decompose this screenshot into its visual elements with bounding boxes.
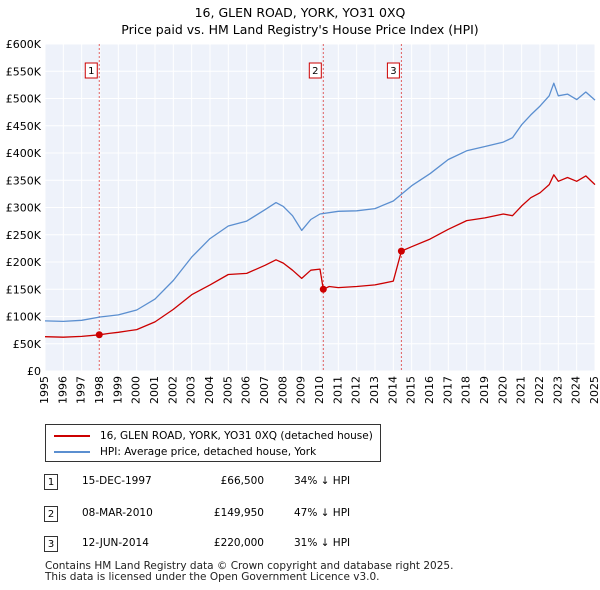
sale-date: 08-MAR-2010 xyxy=(82,507,153,519)
sale-price: £149,950 xyxy=(213,507,264,519)
y-tick-label: £100K xyxy=(6,311,42,324)
hpi-line xyxy=(44,82,596,323)
sales-row: 3 12-JUN-2014 £220,000 31% ↓ HPI xyxy=(44,536,424,554)
title-line-1: 16, GLEN ROAD, YORK, YO31 0XQ xyxy=(194,5,406,20)
x-tick-label: 2008 xyxy=(276,376,289,404)
x-tick-label: 2011 xyxy=(331,376,344,404)
sale-label-box xyxy=(386,62,400,79)
sale-label-box xyxy=(308,62,322,79)
x-tick-label: 2006 xyxy=(240,376,253,404)
sale-label-boxes: 1 2 3 xyxy=(84,62,400,79)
x-tick-label: 2023 xyxy=(551,376,564,404)
legend-item-hpi: HPI: Average price, detached house, York xyxy=(54,444,316,460)
legend-item-property: 16, GLEN ROAD, YORK, YO31 0XQ (detached … xyxy=(54,428,373,444)
sale-date: 12-JUN-2014 xyxy=(82,537,149,549)
footer-notice: Contains HM Land Registry data © Crown c… xyxy=(45,561,453,583)
price-chart: £0 £50K £100K £150K £200K £250K £300K £350K £400… xyxy=(6,38,600,404)
footer-line-2: This data is licensed under the Open Gov… xyxy=(45,571,380,583)
x-tick-label: 1999 xyxy=(111,376,124,404)
sale-date: 15-DEC-1997 xyxy=(82,475,152,487)
x-tick-label: 1997 xyxy=(75,376,88,404)
footer-line-1: Contains HM Land Registry data © Crown c… xyxy=(45,560,454,572)
x-tick-label: 2016 xyxy=(423,376,436,404)
chart-title: 16, GLEN ROAD, YORK, YO31 0XQ Price paid… xyxy=(0,4,600,38)
sale-hpi-diff: 34% ↓ HPI xyxy=(294,475,351,487)
x-tick-label: 2001 xyxy=(148,376,161,404)
y-tick-label: £300K xyxy=(6,202,42,215)
y-axis-labels: £0 £50K £100K £150K £200K £250K £300K £350K £400… xyxy=(6,38,42,378)
y-tick-label: £250K xyxy=(6,229,42,242)
y-tick-label: £0 xyxy=(27,365,41,378)
sale-point xyxy=(95,331,103,339)
x-tick-label: 2014 xyxy=(386,376,399,404)
sale-number-badge: 1 xyxy=(44,474,58,490)
x-tick-label: 2020 xyxy=(496,376,509,404)
legend-label-hpi: HPI: Average price, detached house, York xyxy=(100,446,317,458)
sales-row: 1 15-DEC-1997 £66,500 34% ↓ HPI xyxy=(44,474,424,492)
x-tick-label: 2009 xyxy=(295,376,308,404)
x-tick-label: 1995 xyxy=(38,376,51,404)
x-tick-label: 2007 xyxy=(258,376,271,404)
series-lines xyxy=(44,82,596,338)
x-tick-label: 1996 xyxy=(56,376,69,404)
legend-label-property: 16, GLEN ROAD, YORK, YO31 0XQ (detached … xyxy=(100,430,373,442)
legend-swatch-hpi xyxy=(54,451,90,453)
x-tick-label: 2024 xyxy=(570,376,583,404)
x-tick-label: 2018 xyxy=(460,376,473,404)
sale-label-text: 3 xyxy=(390,66,396,77)
x-tick-label: 1998 xyxy=(93,376,106,404)
grid-lines xyxy=(44,43,596,372)
sale-number-badge: 2 xyxy=(44,506,58,522)
x-tick-label: 2005 xyxy=(221,376,234,404)
sale-hpi-diff: 31% ↓ HPI xyxy=(294,537,351,549)
x-tick-label: 2002 xyxy=(166,376,179,404)
x-tick-label: 2017 xyxy=(441,376,454,404)
x-axis-labels: 1995 1996 1997 1998 1999 2000 2001 2002 2003 2004… xyxy=(38,376,600,404)
y-tick-label: £200K xyxy=(6,256,42,269)
property-price-line xyxy=(44,174,596,338)
sale-price: £66,500 xyxy=(220,475,264,487)
sale-label-text: 1 xyxy=(88,66,94,77)
sale-points xyxy=(95,247,405,339)
sale-label-box xyxy=(84,62,98,79)
y-tick-label: £400K xyxy=(6,147,42,160)
x-tick-label: 2019 xyxy=(478,376,491,404)
y-tick-label: £50K xyxy=(13,338,42,351)
sale-point xyxy=(397,247,405,255)
sale-price: £220,000 xyxy=(213,537,264,549)
y-tick-label: £450K xyxy=(6,120,42,133)
sale-point xyxy=(319,285,327,293)
sale-number-badge: 3 xyxy=(44,536,58,552)
x-tick-label: 2003 xyxy=(185,376,198,404)
x-tick-label: 2025 xyxy=(588,376,600,404)
y-tick-label: £550K xyxy=(6,65,42,78)
y-tick-label: £150K xyxy=(6,283,42,296)
x-tick-label: 2000 xyxy=(130,376,143,404)
y-tick-label: £350K xyxy=(6,174,42,187)
legend-swatch-property xyxy=(54,435,90,437)
x-tick-label: 2015 xyxy=(405,376,418,404)
sales-row: 2 08-MAR-2010 £149,950 47% ↓ HPI xyxy=(44,506,424,524)
x-tick-label: 2013 xyxy=(368,376,381,404)
y-tick-label: £600K xyxy=(6,38,42,51)
sale-hpi-diff: 47% ↓ HPI xyxy=(294,507,351,519)
x-tick-label: 2004 xyxy=(203,376,216,404)
sale-label-text: 2 xyxy=(312,66,318,77)
y-tick-label: £500K xyxy=(6,93,42,106)
x-tick-label: 2022 xyxy=(533,376,546,404)
title-line-2: Price paid vs. HM Land Registry's House … xyxy=(121,22,479,37)
legend: 16, GLEN ROAD, YORK, YO31 0XQ (detached … xyxy=(45,424,381,462)
x-tick-label: 2021 xyxy=(515,376,528,404)
x-tick-label: 2012 xyxy=(350,376,363,404)
x-tick-label: 2010 xyxy=(313,376,326,404)
